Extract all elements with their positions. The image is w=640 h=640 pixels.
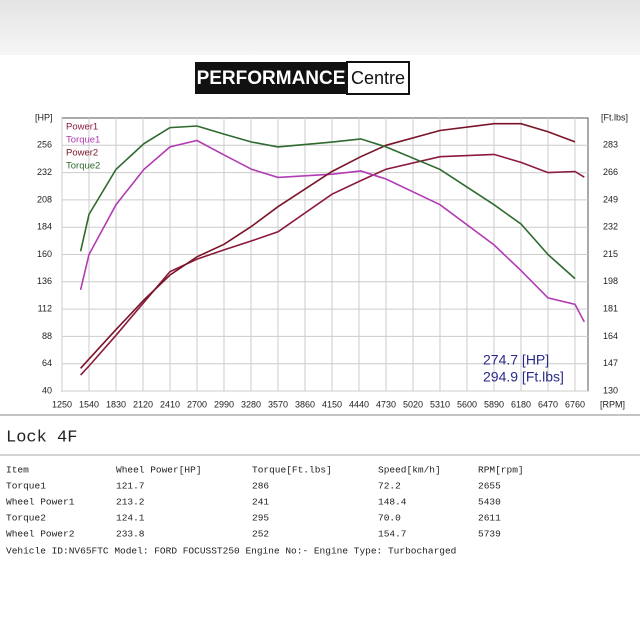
- y2-tick-label: 181: [603, 303, 618, 313]
- table-cell: 252: [252, 529, 269, 540]
- y-tick-label: 256: [37, 140, 52, 150]
- table-cell: 121.7: [116, 481, 145, 492]
- annotation: 274.7 [HP]: [483, 352, 549, 368]
- series-line: [80, 122, 576, 369]
- x-tick-label: 1830: [106, 399, 126, 409]
- x-tick-label: 3280: [241, 399, 261, 409]
- y2-tick-label: 249: [603, 194, 618, 204]
- table-cell: 148.4: [378, 497, 407, 508]
- y-tick-label: 136: [37, 276, 52, 286]
- table-cell: 5430: [478, 497, 501, 508]
- y2-tick-label: 266: [603, 167, 618, 177]
- x-tick-label: 2120: [133, 399, 153, 409]
- x-tick-label: 2990: [214, 399, 234, 409]
- table-cell: 286: [252, 481, 269, 492]
- x-tick-label: 5600: [457, 399, 477, 409]
- table-header: Item: [6, 465, 29, 476]
- y-tick-label: 40: [42, 385, 52, 395]
- x-axis-label: [RPM]: [600, 399, 625, 409]
- footer: Vehicle ID:NV65FTC Model: FORD FOCUSST25…: [6, 546, 456, 557]
- table-cell: 233.8: [116, 529, 145, 540]
- table-header: Wheel Power[HP]: [116, 465, 202, 476]
- x-tick-label: 2410: [160, 399, 180, 409]
- x-tick-label: 5310: [430, 399, 450, 409]
- y-tick-label: 232: [37, 167, 52, 177]
- y-axis-label: [HP]: [35, 112, 53, 122]
- table-cell: 70.0: [378, 513, 401, 524]
- table-cell: Wheel Power1: [6, 497, 75, 508]
- table-cell: 5739: [478, 529, 501, 540]
- y2-tick-label: 130: [603, 385, 618, 395]
- y2-tick-label: 215: [603, 249, 618, 259]
- x-tick-label: 5020: [403, 399, 423, 409]
- y2-tick-label: 232: [603, 222, 618, 232]
- table-cell: 213.2: [116, 497, 145, 508]
- series-line: [79, 125, 576, 280]
- x-tick-label: 3860: [295, 399, 315, 409]
- table-header: RPM[rpm]: [478, 465, 524, 476]
- x-tick-label: 6180: [511, 399, 531, 409]
- series-line: [79, 139, 586, 323]
- top-band: [0, 0, 640, 55]
- logo-box-light: [346, 61, 410, 95]
- series-line: [80, 153, 585, 376]
- table-header: Speed[km/h]: [378, 465, 441, 476]
- y2-tick-label: 147: [603, 358, 618, 368]
- table-cell: Torque2: [6, 513, 46, 524]
- x-tick-label: 3570: [268, 399, 288, 409]
- y-tick-label: 112: [38, 303, 52, 313]
- x-tick-label: 1250: [52, 399, 72, 409]
- x-tick-label: 4150: [322, 399, 342, 409]
- legend-entry: Power2: [66, 148, 98, 159]
- y-tick-label: 64: [42, 358, 52, 368]
- table-header: Torque[Ft.lbs]: [252, 465, 332, 476]
- table-cell: Wheel Power2: [6, 529, 75, 540]
- x-tick-label: 6760: [565, 399, 585, 409]
- y2-tick-label: 198: [603, 276, 618, 286]
- y-tick-label: 88: [42, 331, 52, 341]
- y-tick-label: 184: [37, 222, 52, 232]
- table-cell: 124.1: [116, 513, 145, 524]
- table-cell: Torque1: [6, 481, 46, 492]
- legend-entry: Power1: [66, 122, 98, 133]
- x-tick-label: 6470: [538, 399, 558, 409]
- table-cell: 154.7: [378, 529, 407, 540]
- x-tick-label: 5890: [484, 399, 504, 409]
- y2-tick-label: 283: [603, 140, 618, 150]
- x-tick-label: 4440: [349, 399, 369, 409]
- table-cell: 72.2: [378, 481, 401, 492]
- logo-box: [195, 62, 347, 94]
- annotation: 294.9 [Ft.lbs]: [483, 369, 564, 385]
- y-tick-label: 160: [37, 249, 52, 259]
- logo-light: Centre: [351, 68, 405, 88]
- table-cell: 295: [252, 513, 269, 524]
- section-title: Lock 4F: [6, 428, 77, 447]
- y-tick-label: 208: [37, 194, 52, 204]
- logo-bold: PERFORMANCE: [197, 68, 346, 89]
- table-cell: 2611: [478, 513, 501, 524]
- x-tick-label: 4730: [376, 399, 396, 409]
- y2-axis-label: [Ft.lbs]: [601, 112, 628, 122]
- y2-tick-label: 164: [603, 331, 618, 341]
- legend-entry: Torque1: [66, 135, 100, 146]
- x-tick-label: 2700: [187, 399, 207, 409]
- table-cell: 241: [252, 497, 269, 508]
- legend-entry: Torque2: [66, 161, 100, 172]
- table-cell: 2655: [478, 481, 501, 492]
- x-tick-label: 1540: [79, 399, 99, 409]
